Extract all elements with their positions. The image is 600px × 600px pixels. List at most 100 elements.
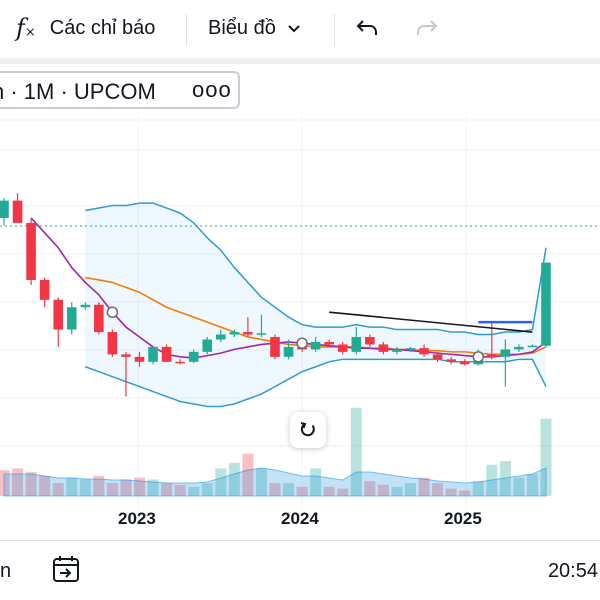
volume-bar	[106, 483, 118, 496]
candle-body	[283, 346, 294, 357]
candle-body	[459, 361, 470, 365]
volume-bar	[228, 462, 240, 496]
candle-body	[351, 337, 362, 352]
volume-bar	[540, 418, 552, 496]
volume-bar	[350, 407, 362, 496]
volume-bar	[215, 468, 227, 496]
volume-bar	[513, 477, 525, 496]
toolbar-divider	[0, 58, 600, 64]
undo-icon	[356, 20, 377, 35]
volume-bar	[161, 483, 173, 496]
candle-body	[188, 351, 199, 362]
candle-body	[337, 344, 348, 352]
volume-bar	[25, 472, 37, 496]
candle-body	[419, 348, 429, 355]
volume-ma-area	[3, 467, 547, 497]
candle-body	[392, 349, 402, 352]
bollinger-upper-line	[85, 202, 547, 336]
volume-bar	[283, 483, 295, 496]
volume-bar	[432, 483, 444, 496]
candle-body	[270, 337, 280, 357]
reset-chart-button[interactable]	[290, 412, 326, 448]
candle-body	[514, 346, 524, 350]
volume-bar	[269, 483, 281, 496]
volume-bar	[445, 488, 457, 496]
candle-body	[229, 332, 240, 335]
candle-body	[94, 304, 104, 333]
candle-body	[161, 346, 172, 362]
bottom-left-label: n	[0, 560, 12, 582]
volume-bar	[134, 477, 145, 496]
candle-body	[202, 339, 213, 352]
volume-bar	[0, 470, 10, 496]
volume-bar	[405, 483, 416, 496]
volume-bar	[337, 488, 349, 496]
volume-bar	[499, 461, 511, 496]
candle-body	[134, 356, 145, 362]
candle-body	[39, 279, 50, 300]
goto-date-button[interactable]	[50, 553, 82, 585]
candle-body	[324, 341, 334, 345]
volume-bar	[201, 483, 213, 496]
symbol-label: h · 1M · UPCOM	[0, 79, 156, 104]
candle-body	[80, 304, 91, 308]
redo-icon	[417, 20, 438, 35]
x-axis-year: 2024	[281, 509, 319, 528]
volume-bar	[472, 481, 484, 496]
top-toolbar: f× Các chỉ báo Biểu đồ	[0, 0, 600, 58]
candle-body	[541, 262, 551, 346]
candle-body	[148, 346, 158, 362]
event-marker	[472, 351, 484, 363]
symbol-legend[interactable]: h · 1M · UPCOM ooo	[0, 71, 240, 109]
function-icon: f×	[16, 14, 36, 42]
candle-body	[216, 334, 226, 340]
candle-body	[500, 349, 511, 357]
candle-body	[527, 345, 538, 348]
candle-body	[66, 307, 77, 330]
price-chart[interactable]	[0, 110, 600, 540]
calendar-goto-icon	[53, 556, 79, 582]
bollinger-lower-line	[85, 358, 547, 408]
chart-type-label: Biểu đồ	[208, 16, 276, 39]
volume-bar	[120, 479, 132, 496]
candle-body	[53, 299, 63, 330]
candle-body	[378, 344, 389, 352]
volume-bar	[39, 475, 51, 496]
chart-type-button[interactable]: Biểu đồ	[208, 10, 302, 46]
volume-bar	[296, 486, 308, 496]
volume-bar	[526, 473, 538, 496]
candle-body	[26, 222, 36, 280]
candle-body	[12, 200, 23, 223]
volume-bar	[242, 453, 254, 496]
volume-bar	[79, 479, 91, 496]
reset-icon	[300, 422, 315, 437]
volume-bar	[255, 468, 267, 496]
candle-body	[175, 361, 185, 364]
candle-body	[107, 332, 118, 355]
candle-body	[121, 354, 131, 357]
volume-bar	[66, 477, 78, 496]
bottom-separator	[0, 540, 600, 541]
candle-body	[446, 359, 456, 362]
volume-bar	[174, 484, 186, 496]
indicators-label: Các chỉ báo	[49, 16, 156, 39]
toolbar-separator	[334, 14, 335, 46]
undo-button[interactable]	[354, 10, 380, 46]
volume-bar	[52, 483, 64, 496]
volume-bar	[147, 479, 159, 496]
candle-body	[365, 337, 375, 345]
toolbar-separator	[186, 14, 187, 46]
volume-bar	[377, 484, 389, 496]
candle-body	[432, 354, 443, 360]
volume-bar	[12, 468, 24, 496]
volume-bar	[93, 475, 105, 496]
trend-line	[329, 311, 533, 333]
more-options-icon[interactable]: ooo	[192, 77, 232, 102]
volume-bar	[323, 486, 335, 496]
candle-body	[0, 200, 9, 218]
volume-bar	[418, 477, 430, 496]
event-marker	[106, 306, 119, 318]
volume-bar	[364, 481, 376, 496]
indicators-button[interactable]: f× Các chỉ báo	[16, 10, 155, 46]
redo-button[interactable]	[414, 10, 440, 46]
